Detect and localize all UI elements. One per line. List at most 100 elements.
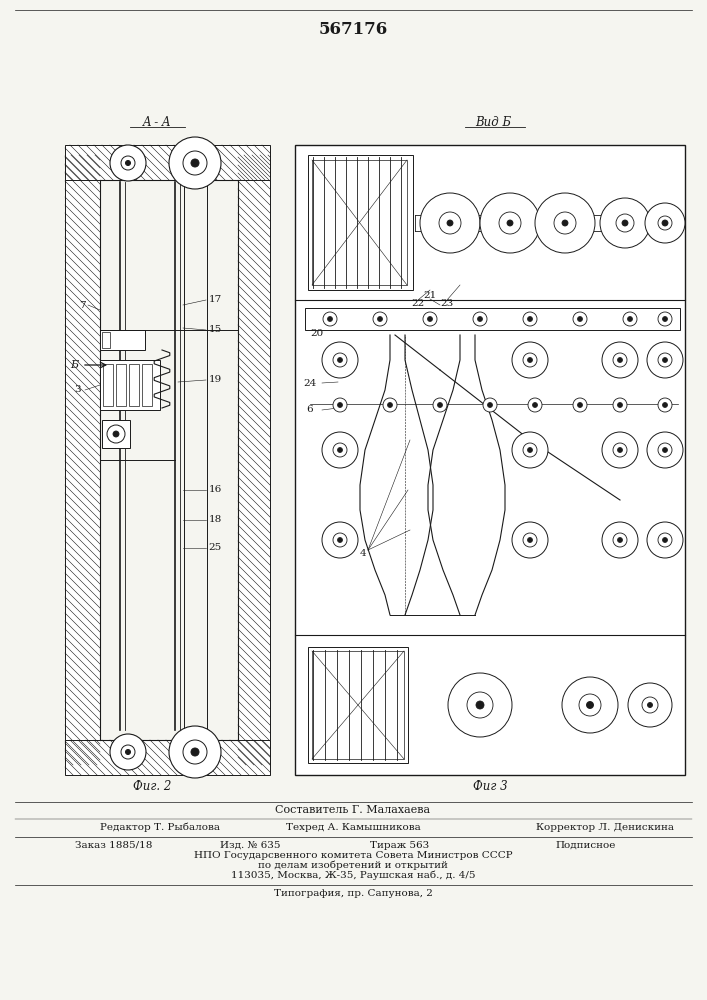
Circle shape	[662, 538, 667, 542]
Circle shape	[488, 402, 493, 408]
Text: A - A: A - A	[143, 115, 171, 128]
Circle shape	[110, 734, 146, 770]
Circle shape	[373, 312, 387, 326]
Circle shape	[512, 342, 548, 378]
Circle shape	[532, 402, 537, 408]
Text: 23: 23	[440, 300, 454, 308]
Circle shape	[527, 316, 532, 322]
Text: 17: 17	[209, 296, 221, 304]
Circle shape	[191, 159, 199, 167]
Circle shape	[323, 312, 337, 326]
Text: Изд. № 635: Изд. № 635	[220, 840, 281, 850]
Text: Б: Б	[70, 360, 78, 370]
Circle shape	[473, 312, 487, 326]
Bar	[65, 155, 100, 765]
Circle shape	[602, 522, 638, 558]
Circle shape	[337, 538, 342, 542]
Text: Тираж 563: Тираж 563	[370, 840, 429, 850]
Circle shape	[647, 432, 683, 468]
Circle shape	[662, 402, 667, 408]
Circle shape	[337, 358, 342, 362]
Circle shape	[587, 702, 593, 708]
Circle shape	[662, 358, 667, 362]
Text: Заказ 1885/18: Заказ 1885/18	[75, 840, 153, 850]
Circle shape	[512, 522, 548, 558]
Circle shape	[623, 312, 637, 326]
Bar	[100, 330, 145, 350]
Circle shape	[528, 398, 542, 412]
Circle shape	[628, 683, 672, 727]
Text: Типография, пр. Сапунова, 2: Типография, пр. Сапунова, 2	[274, 888, 433, 898]
Circle shape	[383, 398, 397, 412]
Circle shape	[126, 160, 131, 165]
Bar	[312, 160, 407, 285]
Circle shape	[562, 677, 618, 733]
Circle shape	[477, 316, 482, 322]
Circle shape	[527, 538, 532, 542]
Text: 19: 19	[209, 375, 221, 384]
Circle shape	[648, 702, 653, 708]
Circle shape	[647, 342, 683, 378]
Text: 113035, Москва, Ж-35, Раушская наб., д. 4/5: 113035, Москва, Ж-35, Раушская наб., д. …	[230, 870, 475, 880]
Circle shape	[512, 432, 548, 468]
Circle shape	[578, 316, 583, 322]
Circle shape	[169, 726, 221, 778]
Text: НПО Государсвенного комитета Совета Министров СССР: НПО Государсвенного комитета Совета Мини…	[194, 850, 513, 859]
Circle shape	[110, 145, 146, 181]
Bar	[100, 360, 160, 410]
Circle shape	[420, 193, 480, 253]
Circle shape	[617, 402, 622, 408]
Circle shape	[113, 431, 119, 437]
Circle shape	[613, 398, 627, 412]
Circle shape	[476, 701, 484, 709]
Circle shape	[658, 312, 672, 326]
Circle shape	[562, 220, 568, 226]
Text: 22: 22	[411, 300, 425, 308]
Bar	[142, 364, 152, 406]
Circle shape	[622, 220, 628, 226]
Bar	[305, 308, 680, 330]
Circle shape	[337, 402, 342, 408]
Bar	[308, 155, 413, 290]
Text: 16: 16	[209, 486, 221, 494]
Circle shape	[126, 750, 131, 754]
Circle shape	[480, 193, 540, 253]
Circle shape	[322, 342, 358, 378]
Text: 20: 20	[310, 328, 323, 338]
Circle shape	[438, 402, 443, 408]
Text: 567176: 567176	[318, 21, 387, 38]
Text: Составитель Г. Малахаева: Составитель Г. Малахаева	[276, 805, 431, 815]
Circle shape	[378, 316, 382, 322]
Circle shape	[535, 193, 595, 253]
Circle shape	[617, 358, 622, 362]
Bar	[308, 647, 408, 763]
Circle shape	[107, 425, 125, 443]
Circle shape	[483, 398, 497, 412]
Circle shape	[322, 432, 358, 468]
Text: 6: 6	[307, 406, 313, 414]
Bar	[295, 145, 685, 775]
Circle shape	[423, 312, 437, 326]
Bar	[129, 364, 139, 406]
Circle shape	[387, 402, 392, 408]
Bar	[65, 145, 270, 180]
Circle shape	[658, 398, 672, 412]
Circle shape	[428, 316, 433, 322]
Text: по делам изобретений и открытий: по делам изобретений и открытий	[258, 860, 448, 870]
Text: 18: 18	[209, 516, 221, 524]
Text: 21: 21	[423, 292, 437, 300]
Circle shape	[617, 448, 622, 452]
Text: Техред А. Камышникова: Техред А. Камышникова	[286, 822, 421, 832]
Bar	[102, 332, 110, 348]
Bar	[65, 740, 270, 775]
Circle shape	[662, 448, 667, 452]
Circle shape	[573, 398, 587, 412]
Text: Фиг 3: Фиг 3	[473, 780, 508, 794]
Text: 25: 25	[209, 544, 221, 552]
Circle shape	[433, 398, 447, 412]
Circle shape	[322, 522, 358, 558]
Circle shape	[628, 316, 633, 322]
Bar	[238, 155, 270, 765]
Circle shape	[662, 220, 668, 226]
Text: 7: 7	[78, 300, 86, 310]
